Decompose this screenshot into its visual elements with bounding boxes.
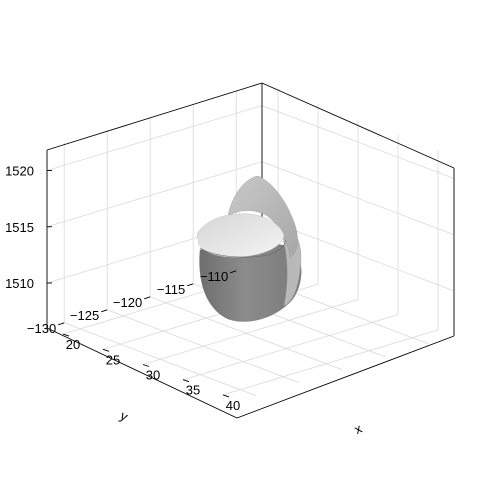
z-axis: 1510 1515 1520 bbox=[5, 164, 52, 291]
x-tick bbox=[222, 394, 230, 398]
y-tick bbox=[58, 322, 65, 326]
grid-line bbox=[46, 105, 263, 171]
x-tick-label: 25 bbox=[106, 352, 120, 367]
grid-line bbox=[46, 161, 263, 228]
x-tick-label: 40 bbox=[226, 398, 240, 413]
grid-line bbox=[222, 329, 439, 396]
surface-rim bbox=[199, 239, 287, 258]
surface-hood bbox=[227, 175, 298, 259]
x-axis-label: x bbox=[352, 421, 365, 438]
y-tick bbox=[230, 270, 237, 274]
x-axis: 20 25 30 35 40 bbox=[62, 333, 240, 413]
y-tick bbox=[144, 296, 151, 300]
surface-cap bbox=[196, 213, 285, 258]
grid-line bbox=[107, 309, 300, 384]
y-tick-label: −110 bbox=[200, 269, 228, 284]
x-tick-label: 30 bbox=[146, 368, 160, 383]
box-edge bbox=[261, 82, 455, 169]
x-tick bbox=[182, 379, 190, 383]
y-tick-label: −125 bbox=[70, 308, 99, 323]
y-tick-label: −130 bbox=[27, 321, 56, 336]
box-edge bbox=[46, 82, 263, 151]
box-edge bbox=[236, 335, 455, 419]
y-axis: −110 −115 −120 −125 −130 bbox=[27, 269, 237, 336]
box-edge bbox=[46, 327, 238, 419]
z-tick-label: 1520 bbox=[5, 164, 34, 179]
y-axis-label: y bbox=[118, 408, 131, 425]
z-tick-label: 1515 bbox=[5, 220, 34, 235]
y-tick-label: −120 bbox=[113, 295, 142, 310]
y-tick bbox=[101, 309, 108, 313]
y-tick bbox=[187, 283, 194, 287]
x-tick bbox=[142, 364, 150, 367]
grid-line bbox=[142, 299, 359, 365]
grid-line bbox=[64, 322, 257, 397]
x-tick-label: 20 bbox=[66, 337, 80, 352]
z-tick-label: 1510 bbox=[5, 276, 34, 291]
grid-line bbox=[261, 105, 455, 179]
x-tick-label: 35 bbox=[186, 383, 200, 398]
x-tick bbox=[102, 348, 110, 352]
x-tick bbox=[62, 333, 70, 337]
grid-line bbox=[261, 161, 455, 236]
surface-mesh bbox=[196, 175, 302, 322]
y-tick-label: −115 bbox=[157, 282, 185, 297]
grid-line bbox=[150, 296, 343, 371]
grid-line bbox=[182, 314, 399, 381]
